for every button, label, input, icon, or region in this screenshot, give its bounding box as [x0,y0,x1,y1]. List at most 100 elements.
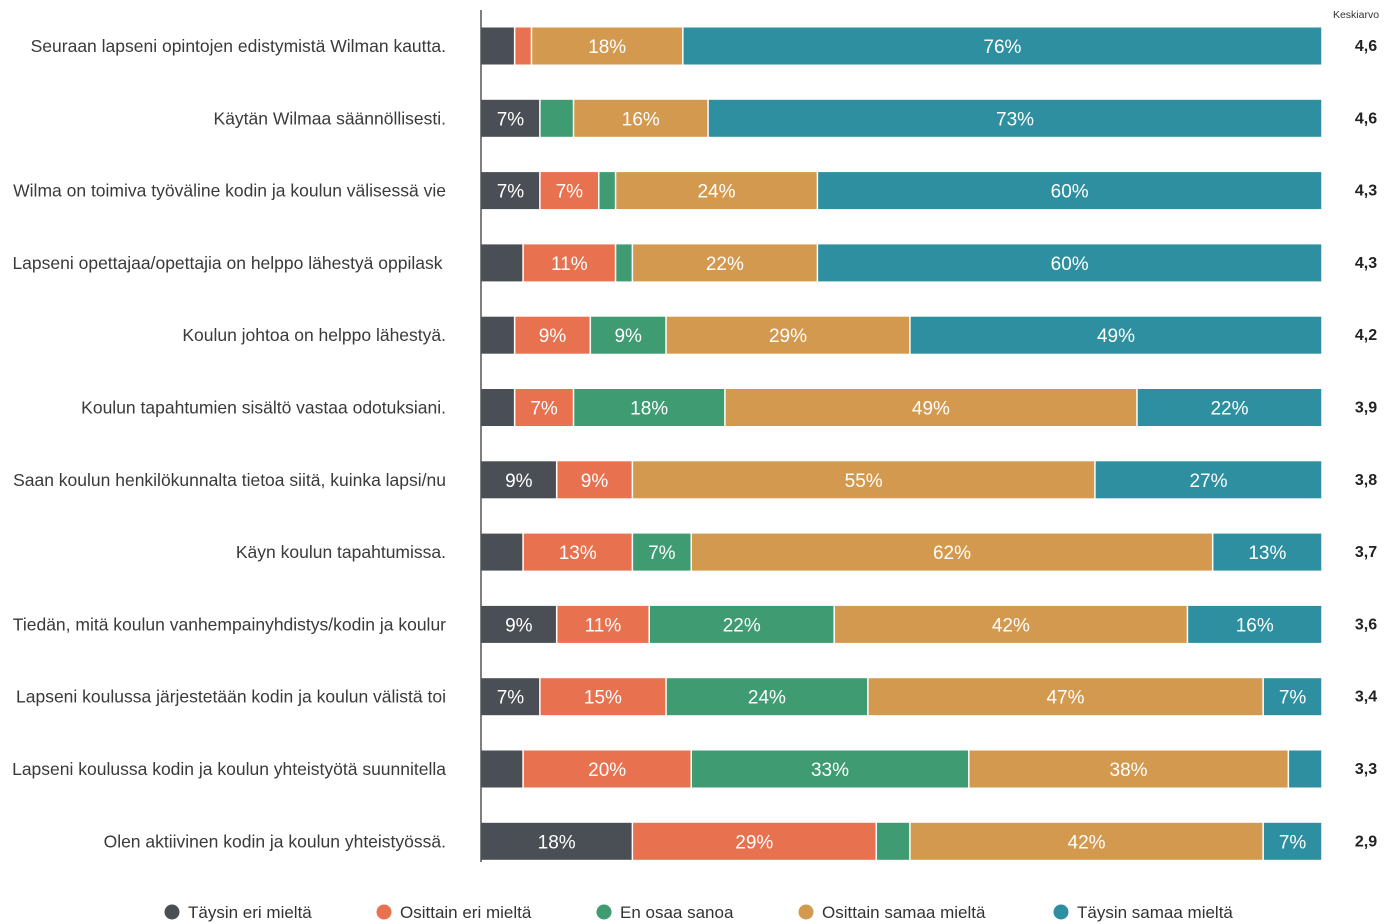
bars-layer: 18% 76% 7% 16% 73% 7% 7% 24% 60% 11% 22% 60% 9% 9% 29%… [481,27,1322,860]
data-label: 42% [1068,832,1106,853]
data-label: 55% [845,471,883,492]
data-label: 13% [1248,543,1286,564]
bar-segment [1137,389,1322,426]
bar-row: 20% 33% 38% [481,750,1322,788]
category-label: Saan koulun henkilökunnalta tietoa siitä… [13,470,446,490]
bar-segment [574,389,725,426]
mean-value: 3,9 [1355,400,1377,417]
bar-segment [633,822,876,860]
bar-segment [540,99,573,137]
bar-segment [666,316,910,354]
mean-value: 4,2 [1355,327,1377,344]
category-label: Lapseni opettajaa/opettajia on helppo lä… [12,253,446,273]
bar-segment [481,99,540,137]
bar-segment [557,605,649,643]
bar-row: 9% 9% 55% 27% [481,461,1322,499]
data-label: 18% [588,37,626,58]
bar-segment [818,172,1322,210]
bar-segment [523,533,632,571]
legend-item: En osaa sanoa [596,903,734,922]
category-label: Seuraan lapseni opintojen edistymistä Wi… [31,36,446,56]
data-label: 20% [588,760,626,781]
bar-segment [523,750,691,788]
mean-header: Keskiarvo [1333,9,1379,21]
bar-segment [683,27,1322,65]
bar-segment [515,316,590,354]
bar-segment [481,172,540,210]
data-label: 29% [769,326,807,347]
data-label: 24% [697,182,735,203]
data-label: 33% [811,760,849,781]
legend: Täysin eri mieltä Osittain eri mieltä En o… [164,903,1233,922]
bar-row: 18% 76% [481,27,1322,65]
data-label: 49% [1097,326,1135,347]
legend-item: Täysin samaa mieltä [1053,903,1233,922]
mean-value: 3,3 [1355,761,1377,778]
data-label: 11% [585,615,622,636]
bar-segment [591,316,666,354]
legend-label: Täysin eri mieltä [188,903,312,922]
category-label: Lapseni koulussa kodin ja koulun yhteist… [12,759,446,779]
bar-segment [481,678,540,716]
legend-marker [798,904,814,920]
data-label: 24% [748,688,786,709]
data-label: 9% [505,615,533,636]
bar-segment [649,605,834,643]
data-label: 18% [630,399,668,420]
bar-segment [692,533,1212,571]
bar-segment [523,244,615,282]
legend-marker [376,904,392,920]
data-label: 13% [559,543,597,564]
bar-segment [481,533,523,571]
bar-segment [481,750,523,788]
category-label: Koulun tapahtumien sisältö vastaa odotuk… [81,398,446,418]
data-label: 62% [933,543,971,564]
bar-segment [481,27,514,65]
data-label: 7% [497,182,525,203]
category-label: Tiedän, mitä koulun vanhempainyhdistys/k… [13,614,446,634]
mean-value: 4,3 [1355,255,1377,272]
category-label: Käyn koulun tapahtumissa. [236,542,446,562]
category-label: Lapseni koulussa järjestetään kodin ja k… [16,687,446,707]
bar-segment [481,244,523,282]
data-label: 7% [497,109,525,130]
data-label: 7% [648,543,676,564]
data-label: 7% [530,399,558,420]
bar-segment [708,99,1322,137]
mean-values: Keskiarvo 4,6 4,6 4,3 4,3 4,2 3,9 3,8 3,7 3,6 3,4… [1333,9,1379,850]
data-label: 47% [1046,688,1084,709]
bar-segment [515,389,573,426]
bar-segment [666,678,868,716]
data-label: 73% [996,109,1034,130]
bar-segment [616,244,632,282]
bar-row: 11% 22% 60% [481,244,1322,282]
legend-item: Täysin eri mieltä [164,903,312,922]
bar-row: 7% 7% 24% 60% [481,172,1322,210]
data-label: 22% [1210,399,1248,420]
data-label: 60% [1051,254,1089,275]
bar-segment [725,389,1137,426]
bar-segment [481,461,556,499]
legend-marker [164,904,180,920]
data-label: 16% [622,109,660,130]
bar-segment [834,605,1187,643]
data-label: 9% [505,471,533,492]
data-label: 15% [584,688,622,709]
bar-segment [910,316,1322,354]
bar-row: 7% 18% 49% 22% [481,389,1322,426]
data-label: 27% [1189,471,1227,492]
data-label: 18% [538,832,576,853]
bar-segment [1263,822,1322,860]
legend-marker [596,904,612,920]
bar-row: 18% 29% 42% 7% [481,822,1322,860]
bar-segment [1213,533,1322,571]
bar-segment [481,316,514,354]
bar-segment [481,389,514,426]
data-label: 76% [983,37,1021,58]
mean-value: 4,3 [1355,183,1377,200]
bar-segment [1263,678,1322,716]
legend-label: Osittain eri mieltä [400,903,532,922]
bar-row: 9% 11% 22% 42% 16% [481,605,1322,643]
data-label: 42% [992,615,1030,636]
